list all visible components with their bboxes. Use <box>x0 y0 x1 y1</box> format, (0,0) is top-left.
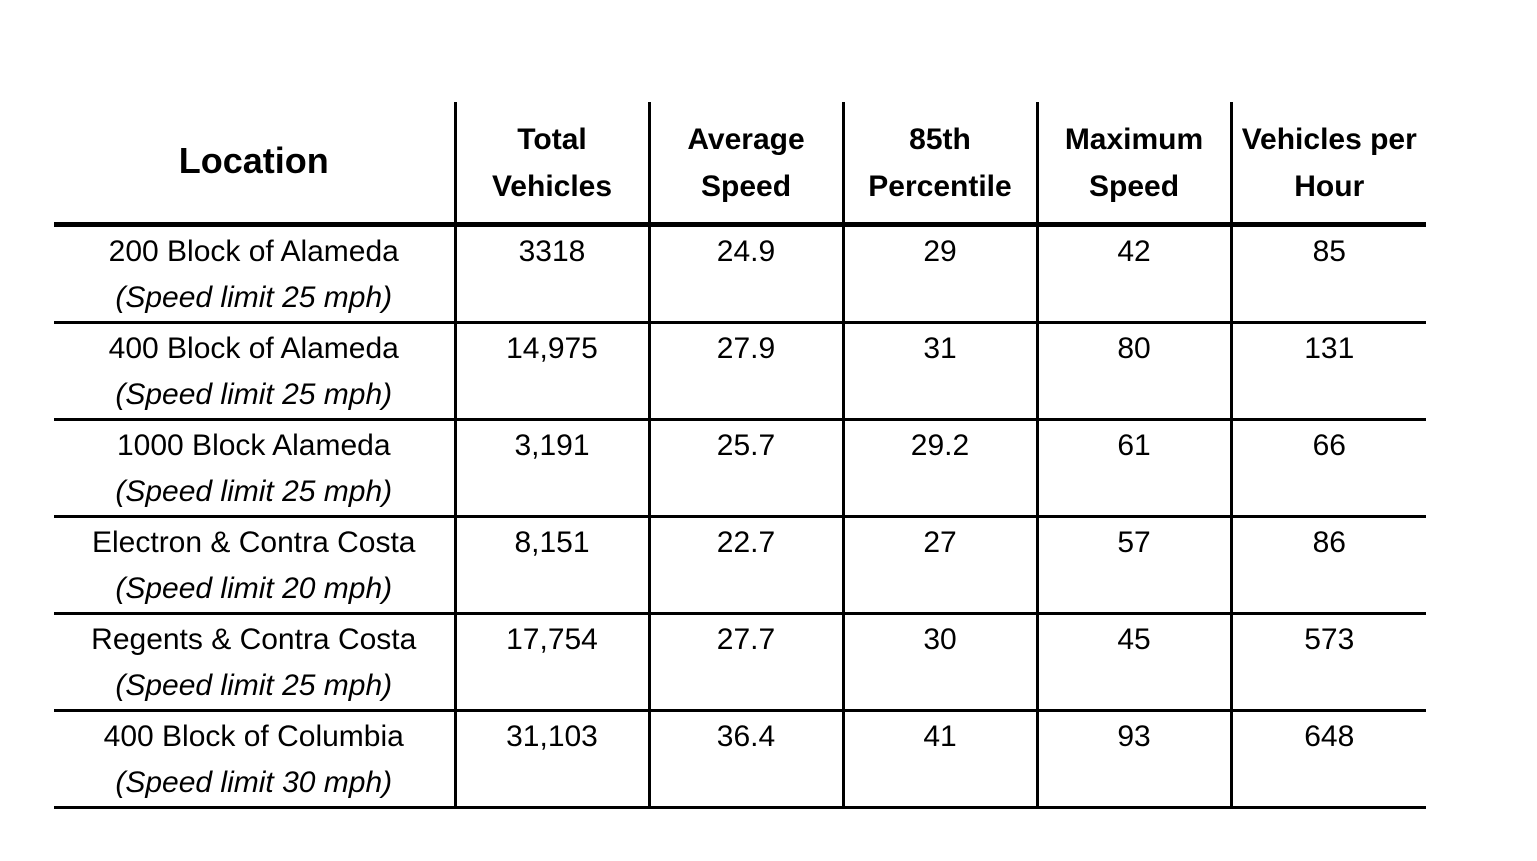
header-vehicles-per-hour: Vehicles per Hour <box>1229 102 1426 227</box>
location-cell: Regents & Contra Costa (Speed limit 25 mp… <box>54 613 455 712</box>
table-row: 200 Block of Alameda (Speed limit 25 mph)… <box>54 224 1426 324</box>
average-speed-cell: 27.9 <box>647 322 843 421</box>
percentile-85-cell: 29.2 <box>841 419 1037 518</box>
speed-data-table: Location Total Vehicles Average Speed 85th… <box>54 102 1426 809</box>
percentile-85-cell: 27 <box>841 516 1037 615</box>
average-speed-cell: 22.7 <box>647 516 843 615</box>
maximum-speed-cell: 42 <box>1035 224 1231 324</box>
location-cell: 400 Block of Columbia (Speed limit 30 mph… <box>54 710 455 809</box>
speed-data-table-container: Location Total Vehicles Average Speed 85th… <box>54 102 1426 809</box>
location-name: 400 Block of Columbia <box>103 720 404 753</box>
table-row: Regents & Contra Costa (Speed limit 25 mp… <box>54 613 1426 712</box>
maximum-speed-cell: 45 <box>1035 613 1231 712</box>
average-speed-cell: 24.9 <box>647 224 843 324</box>
vehicles-per-hour-cell: 85 <box>1229 224 1426 324</box>
maximum-speed-cell: 61 <box>1035 419 1231 518</box>
table-header-row: Location Total Vehicles Average Speed 85th… <box>54 102 1426 227</box>
vehicles-per-hour-cell: 66 <box>1229 419 1426 518</box>
header-total-vehicles: Total Vehicles <box>453 102 649 227</box>
speed-limit-note: (Speed limit 25 mph) <box>115 669 393 702</box>
header-85th-percentile: 85th Percentile <box>841 102 1037 227</box>
table-row: 400 Block of Alameda (Speed limit 25 mph)… <box>54 322 1426 421</box>
vehicles-per-hour-cell: 573 <box>1229 613 1426 712</box>
maximum-speed-cell: 57 <box>1035 516 1231 615</box>
header-average-speed: Average Speed <box>647 102 843 227</box>
maximum-speed-cell: 93 <box>1035 710 1231 809</box>
percentile-85-cell: 29 <box>841 224 1037 324</box>
total-vehicles-cell: 8,151 <box>453 516 649 615</box>
speed-limit-note: (Speed limit 20 mph) <box>115 572 393 605</box>
table-row: 1000 Block Alameda (Speed limit 25 mph) 3… <box>54 419 1426 518</box>
location-name: 1000 Block Alameda <box>116 429 391 462</box>
table-row: 400 Block of Columbia (Speed limit 30 mph… <box>54 710 1426 809</box>
vehicles-per-hour-cell: 131 <box>1229 322 1426 421</box>
location-name: Regents & Contra Costa <box>91 623 417 656</box>
header-maximum-speed: Maximum Speed <box>1035 102 1231 227</box>
average-speed-cell: 36.4 <box>647 710 843 809</box>
table-row: Electron & Contra Costa (Speed limit 20 m… <box>54 516 1426 615</box>
average-speed-cell: 27.7 <box>647 613 843 712</box>
vehicles-per-hour-cell: 86 <box>1229 516 1426 615</box>
percentile-85-cell: 30 <box>841 613 1037 712</box>
total-vehicles-cell: 31,103 <box>453 710 649 809</box>
percentile-85-cell: 41 <box>841 710 1037 809</box>
speed-limit-note: (Speed limit 25 mph) <box>115 378 393 411</box>
location-name: 400 Block of Alameda <box>108 332 399 365</box>
vehicles-per-hour-cell: 648 <box>1229 710 1426 809</box>
location-cell: 200 Block of Alameda (Speed limit 25 mph) <box>54 224 455 324</box>
speed-limit-note: (Speed limit 25 mph) <box>115 475 393 508</box>
percentile-85-cell: 31 <box>841 322 1037 421</box>
average-speed-cell: 25.7 <box>647 419 843 518</box>
location-cell: 400 Block of Alameda (Speed limit 25 mph) <box>54 322 455 421</box>
location-name: 200 Block of Alameda <box>108 235 399 268</box>
speed-limit-note: (Speed limit 25 mph) <box>115 281 393 314</box>
speed-limit-note: (Speed limit 30 mph) <box>115 766 393 799</box>
location-name: Electron & Contra Costa <box>92 526 416 559</box>
total-vehicles-cell: 17,754 <box>453 613 649 712</box>
total-vehicles-cell: 3318 <box>453 224 649 324</box>
location-cell: Electron & Contra Costa (Speed limit 20 m… <box>54 516 455 615</box>
total-vehicles-cell: 14,975 <box>453 322 649 421</box>
location-cell: 1000 Block Alameda (Speed limit 25 mph) <box>54 419 455 518</box>
maximum-speed-cell: 80 <box>1035 322 1231 421</box>
total-vehicles-cell: 3,191 <box>453 419 649 518</box>
header-location: Location <box>54 102 455 227</box>
